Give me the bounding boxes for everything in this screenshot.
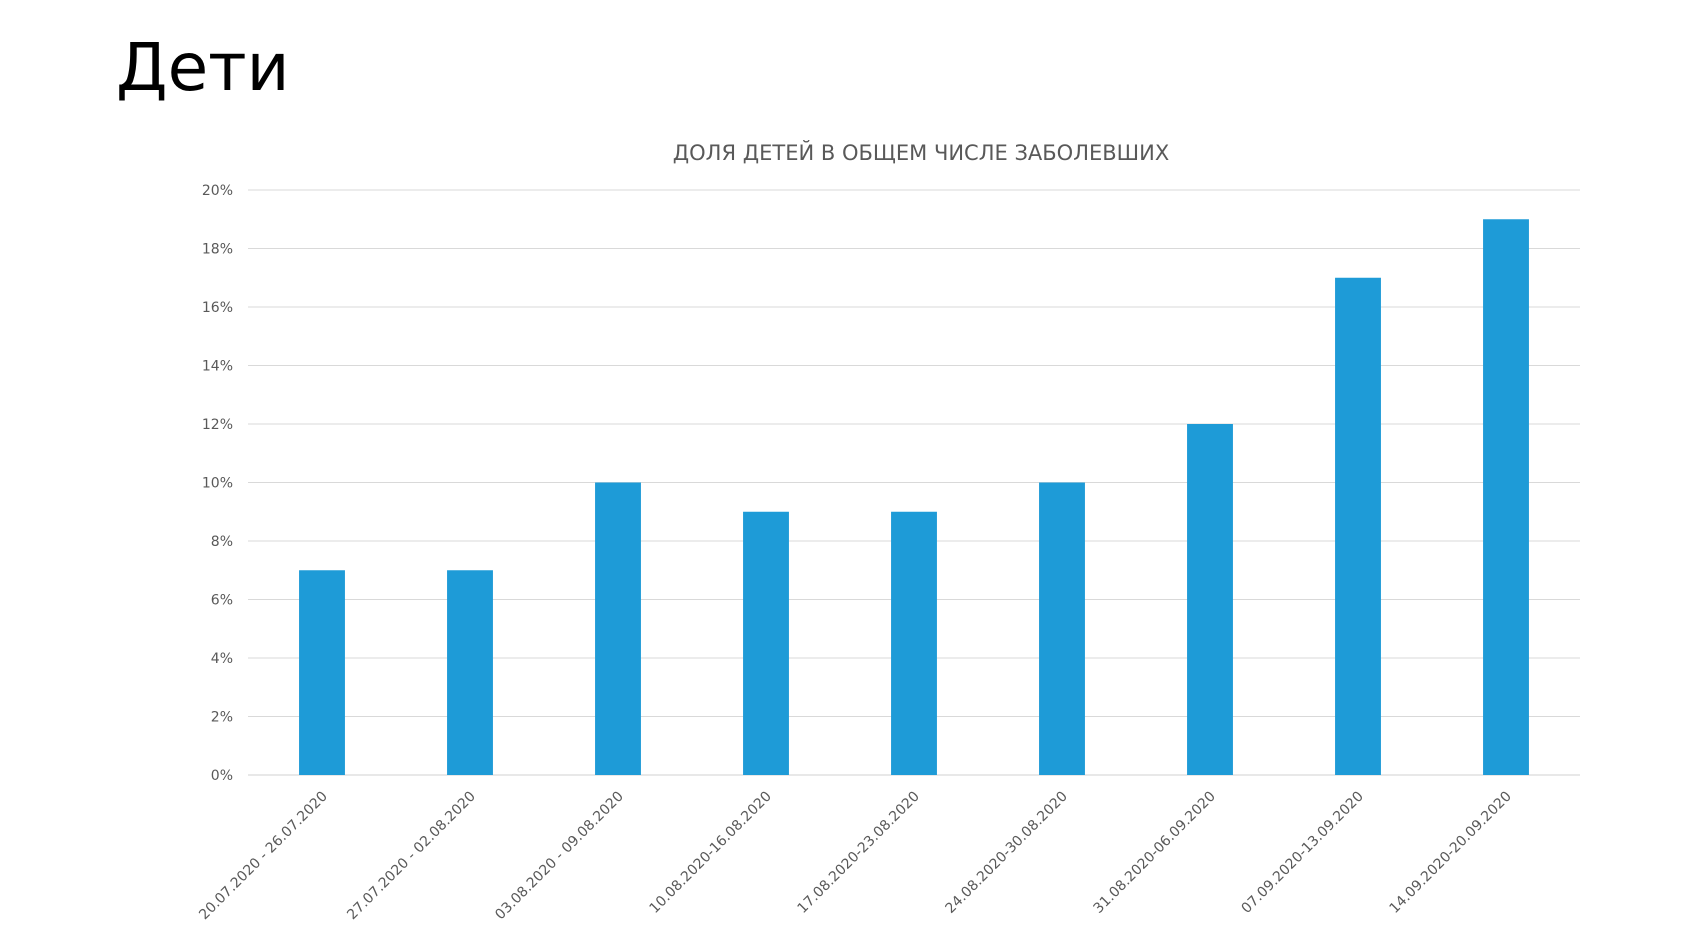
x-tick-label: 07.09.2020-13.09.2020 [1239, 789, 1367, 917]
x-tick-label: 14.09.2020-20.09.2020 [1387, 789, 1515, 917]
x-tick-label: 03.08.2020 - 09.08.2020 [492, 789, 627, 924]
bar [447, 570, 493, 775]
x-tick-label: 10.08.2020-16.08.2020 [647, 789, 775, 917]
bar [1483, 219, 1529, 775]
x-tick-label: 17.08.2020-23.08.2020 [795, 789, 923, 917]
y-tick-label: 0% [211, 768, 233, 784]
y-tick-label: 18% [202, 242, 233, 258]
y-tick-label: 6% [211, 593, 233, 609]
y-tick-label: 8% [211, 534, 233, 550]
x-tick-label: 31.08.2020-06.09.2020 [1091, 789, 1219, 917]
bars [299, 219, 1529, 775]
y-axis-ticks: 0% 2% 4% 6% 8% 10% 12% 14% 16% 18% 20% [202, 183, 233, 784]
x-tick-label: 27.07.2020 - 02.08.2020 [344, 789, 479, 924]
bar [1187, 424, 1233, 775]
bar [299, 570, 345, 775]
y-tick-label: 12% [202, 417, 233, 433]
y-tick-label: 10% [202, 476, 233, 492]
bar [1039, 482, 1085, 775]
y-tick-label: 20% [202, 183, 233, 199]
bar [891, 511, 937, 775]
bar [743, 511, 789, 775]
bar [595, 482, 641, 775]
x-axis-ticks: 20.07.2020 - 26.07.2020 27.07.2020 - 02.0… [196, 789, 1515, 924]
y-tick-label: 16% [202, 300, 233, 316]
x-tick-label: 24.08.2020-30.08.2020 [943, 789, 1071, 917]
y-tick-label: 14% [202, 359, 233, 375]
bar [1335, 277, 1381, 775]
slide-title: Дети [116, 29, 290, 106]
chart-title: ДОЛЯ ДЕТЕЙ В ОБЩЕМ ЧИСЛЕ ЗАБОЛЕВШИХ [673, 140, 1169, 165]
y-tick-label: 4% [211, 651, 233, 667]
y-tick-label: 2% [211, 710, 233, 726]
x-tick-label: 20.07.2020 - 26.07.2020 [196, 789, 331, 924]
